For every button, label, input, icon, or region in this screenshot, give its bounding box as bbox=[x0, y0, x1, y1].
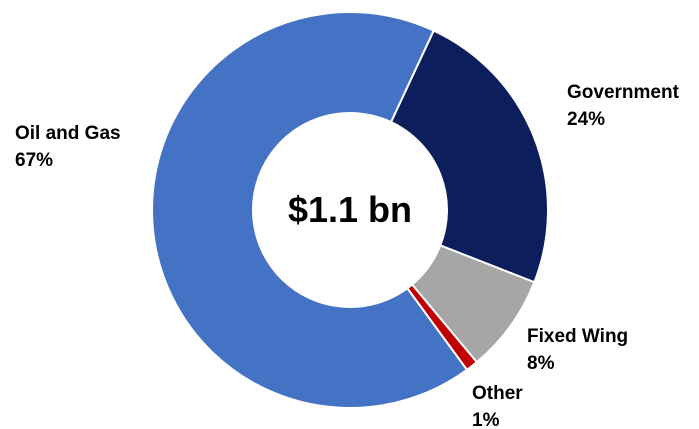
slices-layer bbox=[151, 11, 549, 409]
donut-hole bbox=[253, 113, 447, 307]
center-total-label: $1.1 bn bbox=[288, 189, 412, 230]
slice-label-fixed-wing-name: Fixed Wing bbox=[527, 326, 628, 347]
labels-layer: Government 24% Fixed Wing 8% Other 1% Oi… bbox=[15, 82, 680, 429]
slice-label-other-name: Other bbox=[472, 383, 523, 404]
slice-label-other-value: 1% bbox=[472, 410, 500, 429]
slice-label-oil-and-gas-value: 67% bbox=[15, 150, 53, 171]
slice-label-government-name: Government bbox=[567, 82, 680, 103]
slice-label-oil-and-gas-name: Oil and Gas bbox=[15, 123, 121, 144]
slice-label-government-value: 24% bbox=[567, 109, 605, 130]
slice-label-fixed-wing-value: 8% bbox=[527, 353, 555, 374]
